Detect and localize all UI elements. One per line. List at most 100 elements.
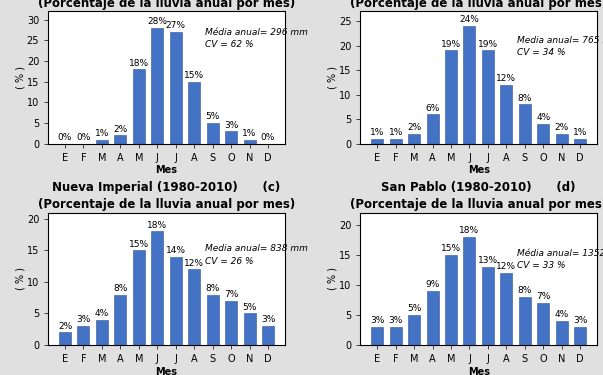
Text: 2%: 2% — [113, 125, 127, 134]
Bar — [151, 28, 163, 144]
X-axis label: Mes: Mes — [468, 165, 490, 176]
Bar — [426, 114, 438, 144]
Text: 18%: 18% — [129, 58, 149, 68]
Bar — [188, 269, 200, 345]
Bar — [537, 303, 549, 345]
Text: 3%: 3% — [76, 315, 90, 324]
Text: 0%: 0% — [261, 133, 275, 142]
Text: 18%: 18% — [147, 221, 168, 230]
Text: 2%: 2% — [58, 322, 72, 331]
Text: 7%: 7% — [224, 290, 238, 299]
Text: 28%: 28% — [147, 17, 167, 26]
Bar — [519, 105, 531, 144]
Text: 1%: 1% — [388, 128, 403, 137]
Bar — [574, 139, 586, 144]
Bar — [169, 257, 182, 345]
Text: 3%: 3% — [261, 315, 275, 324]
Bar — [371, 139, 383, 144]
Text: 1%: 1% — [242, 129, 257, 138]
Bar — [464, 26, 476, 144]
Text: 24%: 24% — [459, 15, 479, 24]
Text: 8%: 8% — [206, 284, 220, 293]
Bar — [77, 326, 89, 345]
Bar — [408, 134, 420, 144]
Bar — [188, 82, 200, 144]
Bar — [445, 255, 457, 345]
Bar — [151, 231, 163, 345]
Bar — [408, 315, 420, 345]
Text: 12%: 12% — [496, 262, 516, 271]
Bar — [207, 294, 219, 345]
Text: 3%: 3% — [224, 121, 238, 130]
Text: 8%: 8% — [113, 284, 128, 293]
Bar — [262, 326, 274, 345]
Bar — [133, 69, 145, 144]
Text: 27%: 27% — [166, 21, 186, 30]
Bar — [59, 332, 71, 345]
Bar — [556, 134, 568, 144]
Text: 3%: 3% — [573, 316, 587, 326]
Bar — [482, 51, 494, 144]
Text: Media anual= 765 mm
CV = 34 %: Media anual= 765 mm CV = 34 % — [517, 36, 603, 57]
Bar — [115, 135, 127, 144]
Bar — [169, 32, 182, 144]
Text: 6%: 6% — [425, 104, 440, 112]
Bar — [371, 327, 383, 345]
Bar — [244, 140, 256, 144]
Text: 4%: 4% — [555, 310, 569, 320]
Text: 1%: 1% — [573, 128, 587, 137]
Text: 13%: 13% — [478, 256, 498, 265]
Text: 19%: 19% — [441, 40, 461, 49]
Text: 5%: 5% — [407, 304, 421, 313]
Text: 15%: 15% — [441, 244, 461, 253]
Y-axis label: ( % ): ( % ) — [327, 66, 338, 89]
Bar — [207, 123, 219, 144]
Title: Huaquén Hacienda (1980-2010)      (a)
(Porcentaje de la lluvia anual por mes): Huaquén Hacienda (1980-2010) (a) (Porcen… — [38, 0, 295, 10]
Text: 2%: 2% — [555, 123, 569, 132]
Text: 8%: 8% — [517, 94, 532, 103]
Bar — [225, 301, 237, 345]
Text: 8%: 8% — [517, 286, 532, 295]
Text: 1%: 1% — [95, 129, 109, 138]
Title: Nueva Imperial (1980-2010)      (c)
(Porcentaje de la lluvia anual por mes): Nueva Imperial (1980-2010) (c) (Porcenta… — [38, 182, 295, 212]
Text: 2%: 2% — [407, 123, 421, 132]
Y-axis label: ( % ): ( % ) — [327, 267, 338, 290]
Bar — [574, 327, 586, 345]
Title: San Pablo (1980-2010)      (d)
(Porcentaje de la lluvia anual por mes): San Pablo (1980-2010) (d) (Porcentaje de… — [350, 182, 603, 212]
Title: San Javier (1980-2010)      (b)
(Porcentaje de la lluvia anual por mes): San Javier (1980-2010) (b) (Porcentaje d… — [350, 0, 603, 10]
X-axis label: Mes: Mes — [156, 165, 177, 176]
Text: 0%: 0% — [76, 133, 90, 142]
Bar — [464, 237, 476, 345]
Text: 9%: 9% — [425, 280, 440, 289]
Text: 3%: 3% — [370, 316, 384, 326]
Text: 4%: 4% — [536, 114, 551, 123]
Bar — [556, 321, 568, 345]
Text: 5%: 5% — [206, 112, 220, 122]
Text: 5%: 5% — [242, 303, 257, 312]
Bar — [244, 314, 256, 345]
Bar — [96, 320, 108, 345]
Y-axis label: ( % ): ( % ) — [16, 267, 25, 290]
Bar — [133, 251, 145, 345]
Text: 19%: 19% — [478, 40, 498, 49]
Text: 18%: 18% — [459, 226, 479, 235]
Text: 4%: 4% — [95, 309, 109, 318]
Text: 1%: 1% — [370, 128, 384, 137]
Text: 14%: 14% — [166, 246, 186, 255]
Text: 15%: 15% — [184, 71, 204, 80]
Text: Média anual= 1352 mm
CV = 33 %: Média anual= 1352 mm CV = 33 % — [517, 249, 603, 270]
Bar — [115, 294, 127, 345]
Text: Média anual= 296 mm
CV = 62 %: Média anual= 296 mm CV = 62 % — [205, 28, 308, 49]
Text: 12%: 12% — [184, 259, 204, 268]
Bar — [225, 131, 237, 144]
X-axis label: Mes: Mes — [156, 367, 177, 375]
Text: Media anual= 838 mm
CV = 26 %: Media anual= 838 mm CV = 26 % — [205, 244, 308, 266]
Bar — [482, 267, 494, 345]
Text: 7%: 7% — [536, 292, 551, 301]
Bar — [500, 273, 513, 345]
Text: 15%: 15% — [129, 240, 149, 249]
Y-axis label: ( % ): ( % ) — [15, 66, 25, 89]
Bar — [96, 140, 108, 144]
Bar — [500, 85, 513, 144]
Bar — [537, 124, 549, 144]
